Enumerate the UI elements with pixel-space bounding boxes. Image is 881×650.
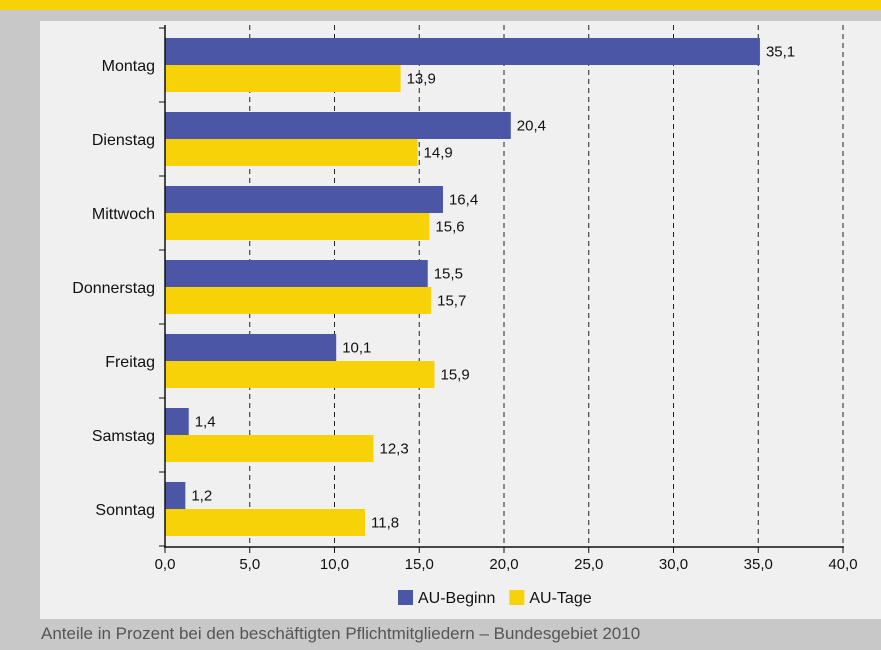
bar-au-tage-mittwoch: [165, 213, 430, 240]
category-label-montag: Montag: [102, 58, 155, 75]
x-tick-label-6: 30,0: [659, 556, 688, 573]
legend-label-au-beginn: AU-Beginn: [418, 590, 495, 607]
legend: AU-Beginn AU-Tage: [398, 590, 592, 607]
category-label-freitag: Freitag: [105, 354, 155, 371]
value-label-au-tage-mittwoch: 15,6: [435, 219, 464, 236]
x-tick-label-0: 0,0: [155, 556, 176, 573]
bar-au-tage-montag: [165, 65, 401, 92]
bar-au-beginn-montag: [165, 38, 760, 65]
bar-au-beginn-dienstag: [165, 112, 511, 139]
value-label-au-beginn-donnerstag: 15,5: [434, 266, 463, 283]
bar-au-beginn-freitag: [165, 334, 337, 361]
axes: Montag Dienstag Mittwoch Donnerstag Freitag S…: [72, 25, 858, 573]
title-strip: [0, 0, 881, 10]
x-tick-label-1: 5,0: [239, 556, 260, 573]
category-label-samstag: Samstag: [92, 428, 155, 445]
bar-au-tage-dienstag: [165, 139, 418, 166]
value-label-au-beginn-samstag: 1,4: [195, 414, 216, 431]
bar-au-tage-sonntag: [165, 509, 366, 536]
value-label-au-tage-freitag: 15,9: [441, 367, 470, 384]
x-tick-label-5: 25,0: [574, 556, 603, 573]
category-label-dienstag: Dienstag: [92, 132, 155, 149]
x-tick-label-3: 15,0: [405, 556, 434, 573]
value-label-au-tage-montag: 13,9: [407, 71, 436, 88]
value-label-au-beginn-montag: 35,1: [766, 44, 795, 61]
x-tick-label-7: 35,0: [744, 556, 773, 573]
bar-au-beginn-samstag: [165, 408, 189, 435]
legend-swatch-au-tage: [509, 590, 525, 605]
bars: 35,1 13,9 20,4 14,9 16,4 15,6 15,5 15,7 10,1 15,9…: [165, 38, 795, 536]
bar-au-tage-freitag: [165, 361, 435, 388]
value-label-au-tage-dienstag: 14,9: [424, 145, 453, 162]
chart-caption: Anteile in Prozent bei den beschäftigten…: [41, 624, 641, 643]
bar-au-tage-donnerstag: [165, 287, 432, 314]
category-label-donnerstag: Donnerstag: [72, 280, 155, 297]
bar-au-beginn-donnerstag: [165, 260, 428, 287]
x-tick-label-4: 20,0: [489, 556, 518, 573]
bar-au-tage-samstag: [165, 435, 374, 462]
value-label-au-beginn-dienstag: 20,4: [517, 118, 546, 135]
value-label-au-tage-sonntag: 11,8: [371, 515, 399, 532]
category-label-sonntag: Sonntag: [95, 502, 155, 519]
bar-au-beginn-sonntag: [165, 482, 186, 509]
category-label-mittwoch: Mittwoch: [92, 206, 155, 223]
value-label-au-tage-donnerstag: 15,7: [437, 293, 466, 310]
legend-swatch-au-beginn: [398, 590, 413, 605]
x-tick-label-8: 40,0: [828, 556, 857, 573]
value-label-au-tage-samstag: 12,3: [379, 441, 408, 458]
legend-label-au-tage: AU-Tage: [529, 590, 591, 607]
bar-au-beginn-mittwoch: [165, 186, 443, 213]
x-tick-label-2: 10,0: [320, 556, 349, 573]
value-label-au-beginn-sonntag: 1,2: [191, 488, 212, 505]
value-label-au-beginn-freitag: 10,1: [342, 340, 371, 357]
value-label-au-beginn-mittwoch: 16,4: [449, 192, 478, 209]
